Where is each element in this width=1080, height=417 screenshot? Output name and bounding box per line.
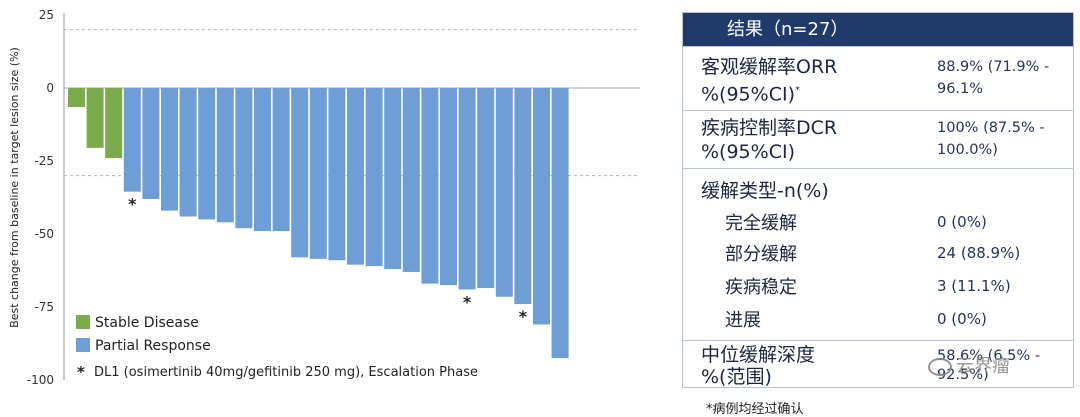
y-tick-label: 0 [46,81,54,95]
median-depth-row: 中位缓解深度 %(范围) 58.6% (6.5% - 92.5%) [683,340,1073,388]
bar [123,88,141,192]
legend-swatch [76,315,90,329]
legend-label: Partial Response [95,338,211,354]
dcr-value-line1: 100% (87.5% - [937,120,1045,136]
footnote: *病例均经过确认 [706,402,804,417]
pr-value: 24 (88.9%) [937,244,1021,262]
results-panel: 结果（n=27） 客观缓解率ORR %(95%CI)* 88.9% (71.9%… [682,12,1074,388]
orr-sup: * [794,85,800,96]
dcr-label-line2: %(95%CI) [701,141,795,163]
bar [142,88,160,199]
bar [365,88,383,267]
dcr-row: 疾病控制率DCR %(95%CI) 100% (87.5% - 100.0%) [683,110,1073,168]
pd-value: 0 (0%) [937,310,987,328]
bar-asterisk: * [128,195,137,214]
bar [458,88,476,290]
bar [440,88,457,286]
dcr-value-line2: 100.0%) [937,142,998,158]
legend-swatch [76,338,90,352]
waterfall-chart: * * * 25 0 -25 -50 -75 -100 Best change from ba… [8,8,640,387]
bar [272,88,290,232]
bar [179,88,197,217]
y-axis: 25 0 -25 -50 -75 -100 [27,8,54,387]
y-tick-label: -75 [34,300,54,314]
bar [514,88,532,305]
chart-bars: * * * [68,88,569,359]
orr-label-line2: %(95%CI) [701,83,795,106]
pd-label: 进展 [725,310,761,331]
pr-label: 部分缓解 [725,244,797,265]
watermark-text: 云界瘤 [956,356,1010,377]
bar [235,88,253,229]
bar [216,88,234,223]
sd-label: 疾病稳定 [725,277,797,298]
bar [495,88,513,297]
response-type-row: 缓解类型-n(%) 完全缓解 0 (0%) 部分缓解 24 (88.9%) 疾病… [683,168,1073,340]
bar [254,88,271,232]
panel-header: 结果（n=27） [683,13,1073,46]
orr-label-line1: 客观缓解率ORR [701,56,838,78]
legend-label: Stable Disease [95,315,199,331]
bar [198,88,216,220]
chart-legend: Stable Disease Partial Response * DL1 (osim… [76,315,478,381]
bar [477,88,495,289]
median-label-line1: 中位缓解深度 [701,344,816,366]
y-axis-label: Best change from baseline in target lesi… [8,47,21,328]
bar-asterisk: * [519,307,528,326]
bar [347,88,364,265]
bar [291,88,309,258]
orr-value-line1: 88.9% (71.9% - [937,59,1050,75]
median-value-line1: 58.6% (6.5% - [937,348,1041,364]
orr-label-line2-wrap: %(95%CI)* [701,79,800,106]
watermark: 云界瘤 [928,352,1010,378]
dcr-label-line1: 疾病控制率DCR [701,117,838,139]
y-tick-label: -100 [27,373,54,387]
bar [551,88,569,359]
bar [421,88,439,284]
cr-value: 0 (0%) [937,213,987,231]
legend-note-symbol: * [77,363,85,381]
cr-label: 完全缓解 [725,213,797,234]
bar [328,88,346,261]
orr-row: 客观缓解率ORR %(95%CI)* 88.9% (71.9% - 96.1% [683,46,1073,110]
watermark-icon [928,358,952,376]
bar [533,88,550,325]
orr-value-line2: 96.1% [937,81,984,97]
bar [86,88,104,148]
response-type-label: 缓解类型-n(%) [701,180,829,202]
y-tick-label: -25 [34,154,54,168]
bar-asterisk: * [463,292,472,311]
median-label-line2: %(范围) [701,366,772,388]
legend-note: DL1 (osimertinib 40mg/gefitinib 250 mg),… [94,365,478,380]
sd-value: 3 (11.1%) [937,277,1011,295]
bar [161,88,178,211]
bar [309,88,327,259]
bar [105,88,123,159]
bar [384,88,402,270]
bar [68,88,85,107]
y-tick-label: 25 [39,8,54,22]
y-tick-label: -50 [34,227,54,241]
bar [402,88,420,272]
